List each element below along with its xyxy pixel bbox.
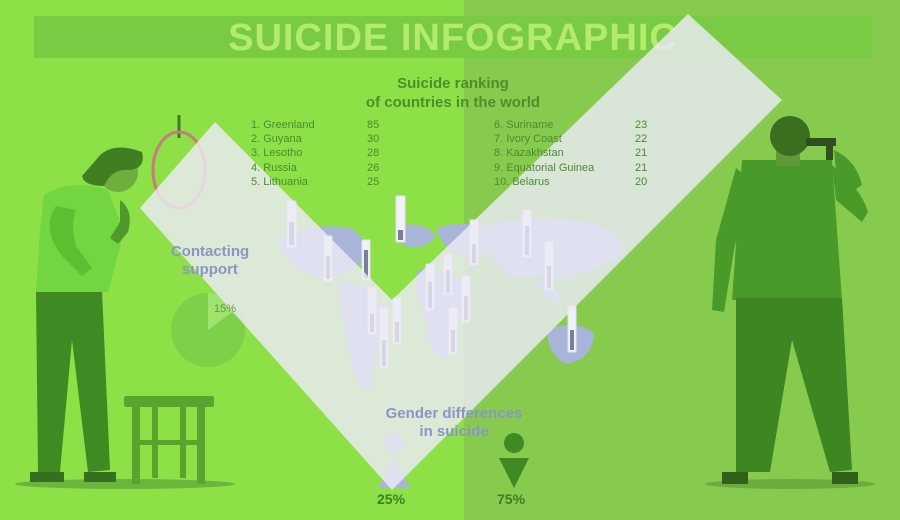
support-heading-line1: Contacting <box>170 243 250 260</box>
female-percent: 25% <box>377 491 406 507</box>
ranking-list-left: 1. Greenland 85 2. Guyana 30 3. Lesotho 28 4. … <box>251 118 391 189</box>
man-figure <box>712 116 868 484</box>
country-name: 10. Belarus <box>494 175 550 188</box>
country-name: 6. Suriname <box>494 119 554 131</box>
ranking-row: 6. Suriname 23 <box>494 118 654 132</box>
male-icon <box>499 433 529 488</box>
gender-heading-line1: Gender differences <box>385 405 523 422</box>
country-rate: 22 <box>635 133 648 146</box>
support-heading: Contacting support <box>156 243 264 279</box>
country-rate: 21 <box>635 161 648 174</box>
ranking-heading-line1: Suicide ranking <box>397 75 509 92</box>
country-rate: 25 <box>367 175 380 188</box>
gun-icon <box>806 138 836 160</box>
support-heading-line2: support <box>182 261 238 278</box>
pie-percent-label: 15% <box>214 303 237 315</box>
ranking-heading: Suicide ranking of countries in the worl… <box>300 74 606 112</box>
stool-icon <box>124 396 214 484</box>
ranking-row: 8. Kazakhstan 21 <box>494 146 654 160</box>
country-name: 8. Kazakhstan <box>494 147 564 160</box>
title-band <box>34 16 872 58</box>
ranking-row: 2. Guyana 30 <box>251 132 391 146</box>
ground-shadow-left <box>15 479 235 489</box>
country-rate: 28 <box>367 147 380 160</box>
ranking-row: 4. Russia 26 <box>251 161 391 175</box>
country-rate: 26 <box>367 161 380 174</box>
country-name: 5. Lithuania <box>251 175 308 188</box>
ranking-row: 9. Equatorial Guinea 21 <box>494 161 654 175</box>
ranking-row: 1. Greenland 85 <box>251 118 391 132</box>
male-percent: 75% <box>497 491 526 507</box>
country-rate: 21 <box>635 147 648 160</box>
country-name: 1. Greenland <box>251 119 315 131</box>
country-name: 9. Equatorial Guinea <box>494 161 595 174</box>
ranking-row: 7. Ivory Coast 22 <box>494 132 654 146</box>
checkmark-overlay <box>140 14 782 490</box>
country-rate: 85 <box>367 119 380 131</box>
country-rate: 30 <box>367 133 380 146</box>
ranking-row: 5. Lithuania 25 <box>251 175 391 189</box>
page-title: SUICIDE INFOGRAPHIC <box>228 17 678 59</box>
country-name: 4. Russia <box>251 161 297 174</box>
country-name: 3. Lesotho <box>251 147 303 160</box>
country-name: 7. Ivory Coast <box>494 133 562 146</box>
country-rate: 20 <box>635 175 648 188</box>
ranking-heading-line2: of countries in the world <box>365 94 541 111</box>
ranking-row: 3. Lesotho 28 <box>251 146 391 160</box>
woman-figure <box>30 147 143 482</box>
country-name: 2. Guyana <box>251 133 302 146</box>
ranking-row: 10. Belarus 20 <box>494 175 654 189</box>
ranking-list-right: 6. Suriname 23 7. Ivory Coast 22 8. Kazakhst… <box>494 118 654 189</box>
country-rate: 23 <box>635 119 648 131</box>
gender-heading: Gender differences in suicide <box>360 405 548 441</box>
gender-heading-line2: in suicide <box>419 423 489 440</box>
